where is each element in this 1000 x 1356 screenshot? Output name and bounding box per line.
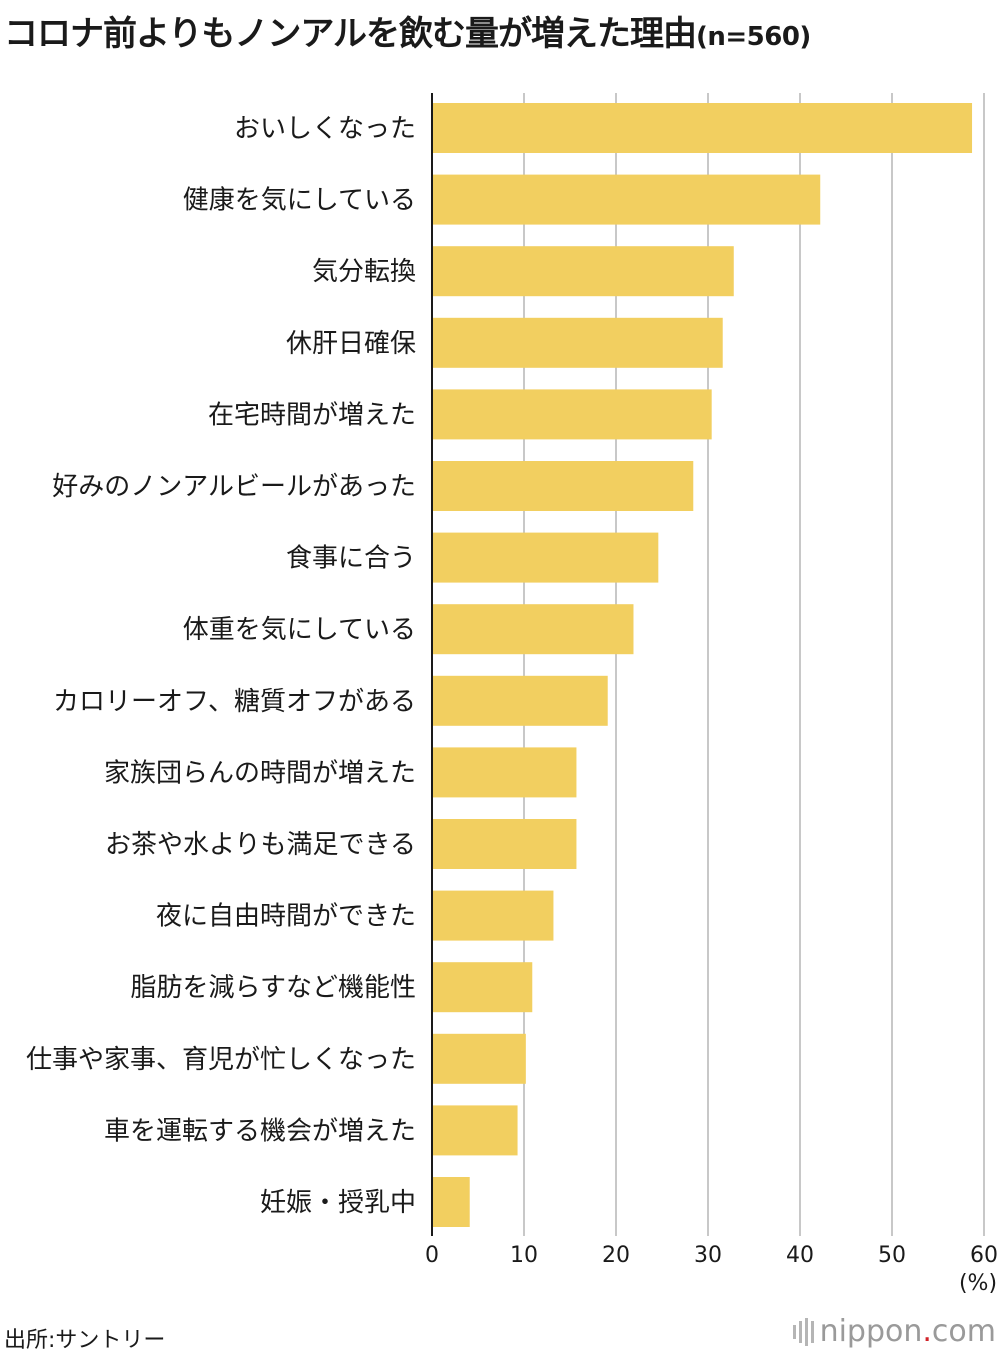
category-label: 気分転換 [312, 257, 416, 287]
category-label: 食事に合う [286, 544, 416, 574]
bar [432, 1177, 470, 1227]
nippon-logo: nippon.com [792, 1314, 996, 1349]
category-label: 脂肪を減らすなど機能性 [131, 973, 416, 1003]
category-label: 仕事や家事、育児が忙しくなった [26, 1045, 416, 1075]
sample-size: (n=560) [695, 22, 811, 52]
bar [432, 532, 659, 583]
category-label: 在宅時間が増えた [208, 400, 416, 430]
x-tick-label: 10 [510, 1243, 538, 1268]
bar-chart: おいしくなった健康を気にしている気分転換休肝日確保在宅時間が増えた好みのノンアル… [26, 93, 998, 1296]
bar [432, 103, 973, 153]
logo-dot: . [922, 1314, 932, 1349]
x-tick-label: 40 [786, 1243, 814, 1268]
chart-title: コロナ前よりもノンアルを飲む量が増えた理由(n=560) [4, 6, 811, 55]
x-tick-label: 50 [878, 1243, 906, 1268]
bar [432, 174, 821, 225]
category-label: 健康を気にしている [183, 186, 416, 216]
category-label: 好みのノンアルビールがあった [52, 472, 416, 502]
category-label: 体重を気にしている [183, 615, 416, 645]
category-label: おいしくなった [234, 114, 416, 144]
bar [432, 246, 734, 297]
category-label: カロリーオフ、糖質オフがある [53, 687, 416, 717]
title-text: コロナ前よりもノンアルを飲む量が増えた理由 [4, 14, 697, 54]
category-label: 夜に自由時間ができた [156, 902, 416, 932]
bar [432, 747, 577, 798]
x-tick-label: 0 [425, 1243, 439, 1268]
category-label: 車を運転する機会が増えた [104, 1116, 416, 1146]
logo-mark-icon [792, 1317, 814, 1346]
x-tick-label: 30 [694, 1243, 722, 1268]
bar [432, 962, 533, 1013]
category-label: 家族団らんの時間が増えた [104, 758, 416, 788]
logo-name: nippon [819, 1314, 923, 1349]
bar [432, 317, 723, 368]
source-note: 出所:サントリー [4, 1328, 166, 1353]
bar [432, 819, 577, 869]
bar [432, 461, 694, 511]
axis-unit-label: (%) [959, 1271, 997, 1296]
bar [432, 1105, 518, 1156]
category-label: 休肝日確保 [286, 329, 416, 359]
bar [432, 1033, 526, 1084]
category-label: 妊娠・授乳中 [260, 1188, 416, 1218]
bar [432, 604, 634, 655]
x-tick-label: 60 [970, 1243, 998, 1268]
category-label: お茶や水よりも満足できる [105, 830, 416, 860]
x-tick-label: 20 [602, 1243, 630, 1268]
bar [432, 389, 712, 440]
bar [432, 890, 554, 941]
logo-suffix: com [931, 1314, 996, 1349]
bar [432, 675, 608, 726]
